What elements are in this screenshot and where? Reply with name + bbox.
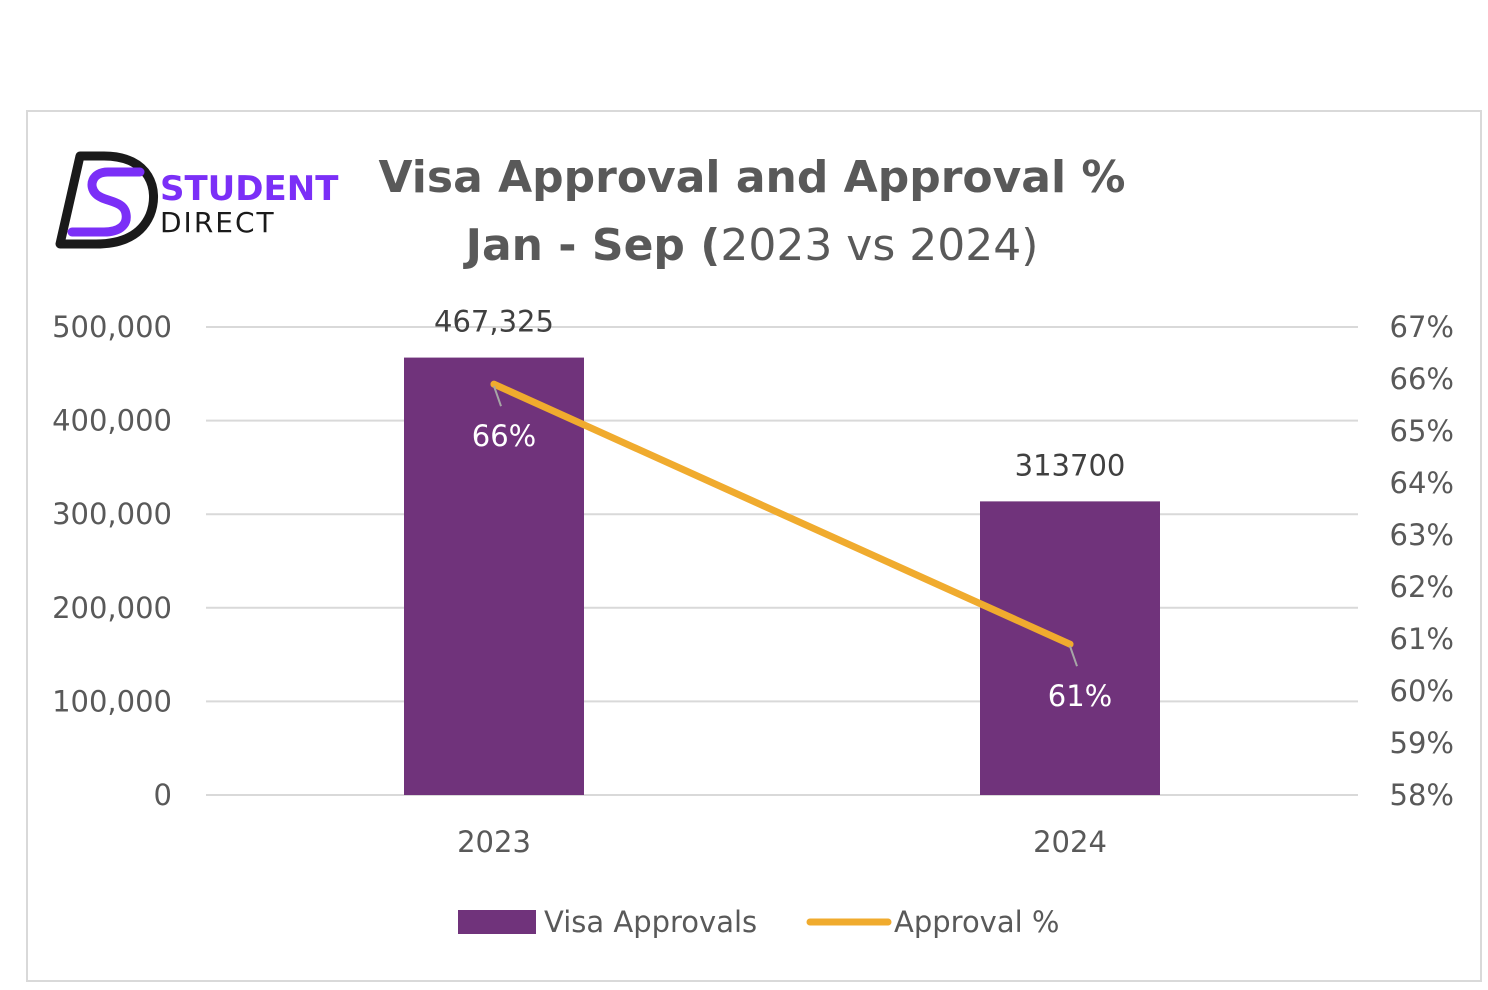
y-right-tick-label: 60% bbox=[1390, 674, 1454, 708]
brand-name-line1: STUDENT bbox=[160, 169, 339, 209]
line-data-label: 66% bbox=[472, 419, 536, 453]
y-right-tick-label: 66% bbox=[1390, 362, 1454, 396]
y-right-tick-label: 59% bbox=[1390, 726, 1454, 760]
line-data-label: 61% bbox=[1048, 679, 1112, 713]
chart-frame bbox=[26, 110, 1482, 982]
line-series bbox=[490, 380, 1074, 648]
line-point bbox=[490, 380, 498, 388]
bar-data-label: 467,325 bbox=[434, 305, 554, 339]
y-left-tick-label: 500,000 bbox=[52, 310, 172, 344]
leader-line bbox=[1069, 645, 1078, 667]
legend: Visa Approvals Approval % bbox=[458, 905, 1059, 939]
y-left-tick-label: 200,000 bbox=[52, 591, 172, 625]
legend-swatch-visa-approvals bbox=[458, 910, 536, 934]
x-tick-label: 2024 bbox=[1033, 825, 1107, 859]
y-right-tick-label: 67% bbox=[1390, 310, 1454, 344]
y-axis-right: 58% 59% 60% 61% 62% 63% 64% 65% 66% 67% bbox=[1390, 310, 1454, 812]
y-left-tick-label: 100,000 bbox=[52, 684, 172, 718]
line-data-labels: 66% 61% bbox=[472, 385, 1112, 713]
legend-label-approval-pct: Approval % bbox=[894, 905, 1059, 939]
line-path bbox=[490, 380, 1074, 648]
x-tick-label: 2023 bbox=[457, 825, 531, 859]
line-point bbox=[1066, 640, 1074, 648]
y-right-tick-label: 64% bbox=[1390, 466, 1454, 500]
brand-name-line2: DIRECT bbox=[160, 206, 276, 239]
y-right-tick-label: 63% bbox=[1390, 518, 1454, 552]
bar-data-labels: 467,325 313700 bbox=[434, 305, 1125, 483]
y-right-tick-label: 62% bbox=[1390, 570, 1454, 604]
y-left-tick-label: 300,000 bbox=[52, 497, 172, 531]
gridlines bbox=[206, 326, 1358, 796]
brand-logo: STUDENT DIRECT bbox=[55, 151, 339, 249]
chart-title-line1: Visa Approval and Approval % bbox=[379, 152, 1126, 203]
chart-title-line2-normal: 2023 vs 2024) bbox=[720, 220, 1038, 271]
y-left-tick-label: 400,000 bbox=[52, 404, 172, 438]
y-axis-left: 0 100,000 200,000 300,000 400,000 500,000 bbox=[52, 310, 172, 812]
y-left-tick-label: 0 bbox=[154, 778, 172, 812]
ds-logo-mark-icon bbox=[55, 151, 158, 249]
legend-label-visa-approvals: Visa Approvals bbox=[544, 905, 757, 939]
y-right-tick-label: 65% bbox=[1390, 414, 1454, 448]
chart-title-line2-bold: Jan - Sep ( bbox=[463, 220, 721, 271]
y-right-tick-label: 61% bbox=[1390, 622, 1454, 656]
x-axis: 2023 2024 bbox=[457, 825, 1107, 859]
y-right-tick-label: 58% bbox=[1390, 778, 1454, 812]
bar-data-label: 313700 bbox=[1015, 448, 1126, 482]
leader-line bbox=[493, 385, 502, 407]
bar bbox=[404, 357, 584, 795]
chart-title-line2: Jan - Sep (2023 vs 2024) bbox=[463, 220, 1039, 271]
